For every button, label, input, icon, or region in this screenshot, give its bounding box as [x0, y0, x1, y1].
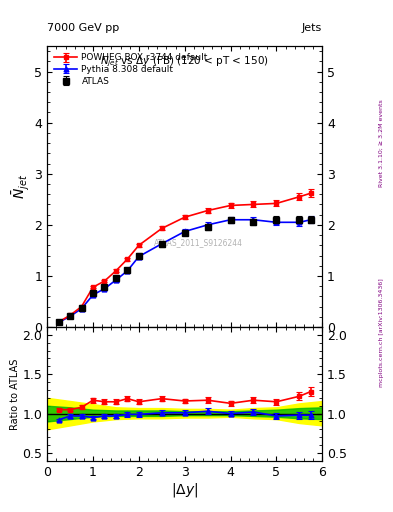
Text: ATLAS_2011_S9126244: ATLAS_2011_S9126244	[154, 238, 243, 247]
Text: 7000 GeV pp: 7000 GeV pp	[47, 23, 119, 33]
Legend: POWHEG BOX r3744 default, Pythia 8.308 default, ATLAS: POWHEG BOX r3744 default, Pythia 8.308 d…	[51, 51, 211, 89]
Text: Jets: Jets	[302, 23, 322, 33]
Text: $N_{jet}$ vs $\Delta y$ (FB) (120 < pT < 150): $N_{jet}$ vs $\Delta y$ (FB) (120 < pT <…	[100, 54, 269, 69]
Y-axis label: $\bar{N}_{jet}$: $\bar{N}_{jet}$	[10, 174, 31, 199]
X-axis label: $|\Delta y|$: $|\Delta y|$	[171, 481, 198, 499]
Y-axis label: Ratio to ATLAS: Ratio to ATLAS	[9, 358, 20, 430]
Text: mcplots.cern.ch [arXiv:1306.3436]: mcplots.cern.ch [arXiv:1306.3436]	[379, 279, 384, 387]
Text: Rivet 3.1.10; ≥ 3.2M events: Rivet 3.1.10; ≥ 3.2M events	[379, 99, 384, 187]
